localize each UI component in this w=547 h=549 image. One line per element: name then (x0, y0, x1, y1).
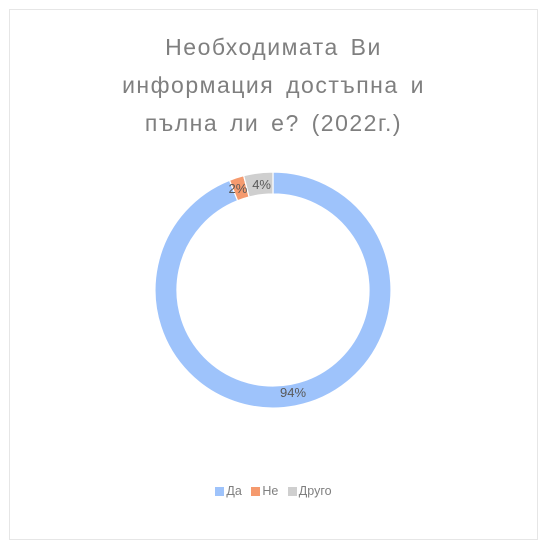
data-label-other: 4% (252, 177, 271, 192)
donut-slice-other (242, 171, 274, 198)
chart-title: Необходимата Ви информация достъпна и пъ… (0, 28, 547, 142)
legend-label-no: Не (262, 484, 279, 498)
legend-swatch-other (287, 487, 297, 496)
legend-item-yes: Да (215, 484, 242, 498)
legend-item-other: Друго (287, 484, 332, 498)
chart-title-line-2: информация достъпна и (122, 72, 425, 98)
chart-title-line-1: Необходимата Ви (165, 34, 382, 60)
data-label-no: 2% (229, 181, 248, 196)
chart-frame (9, 9, 538, 540)
chart-legend: Да Не Друго (0, 484, 547, 498)
donut-slice-yes (154, 171, 392, 409)
data-label-yes: 94% (280, 385, 306, 400)
chart-title-line-3: пълна ли е? (2022г.) (144, 110, 403, 136)
legend-label-other: Друго (298, 484, 332, 498)
legend-item-no: Не (251, 484, 278, 498)
legend-swatch-no (251, 487, 261, 496)
legend-label-yes: Да (226, 484, 242, 498)
legend-swatch-yes (215, 487, 225, 496)
